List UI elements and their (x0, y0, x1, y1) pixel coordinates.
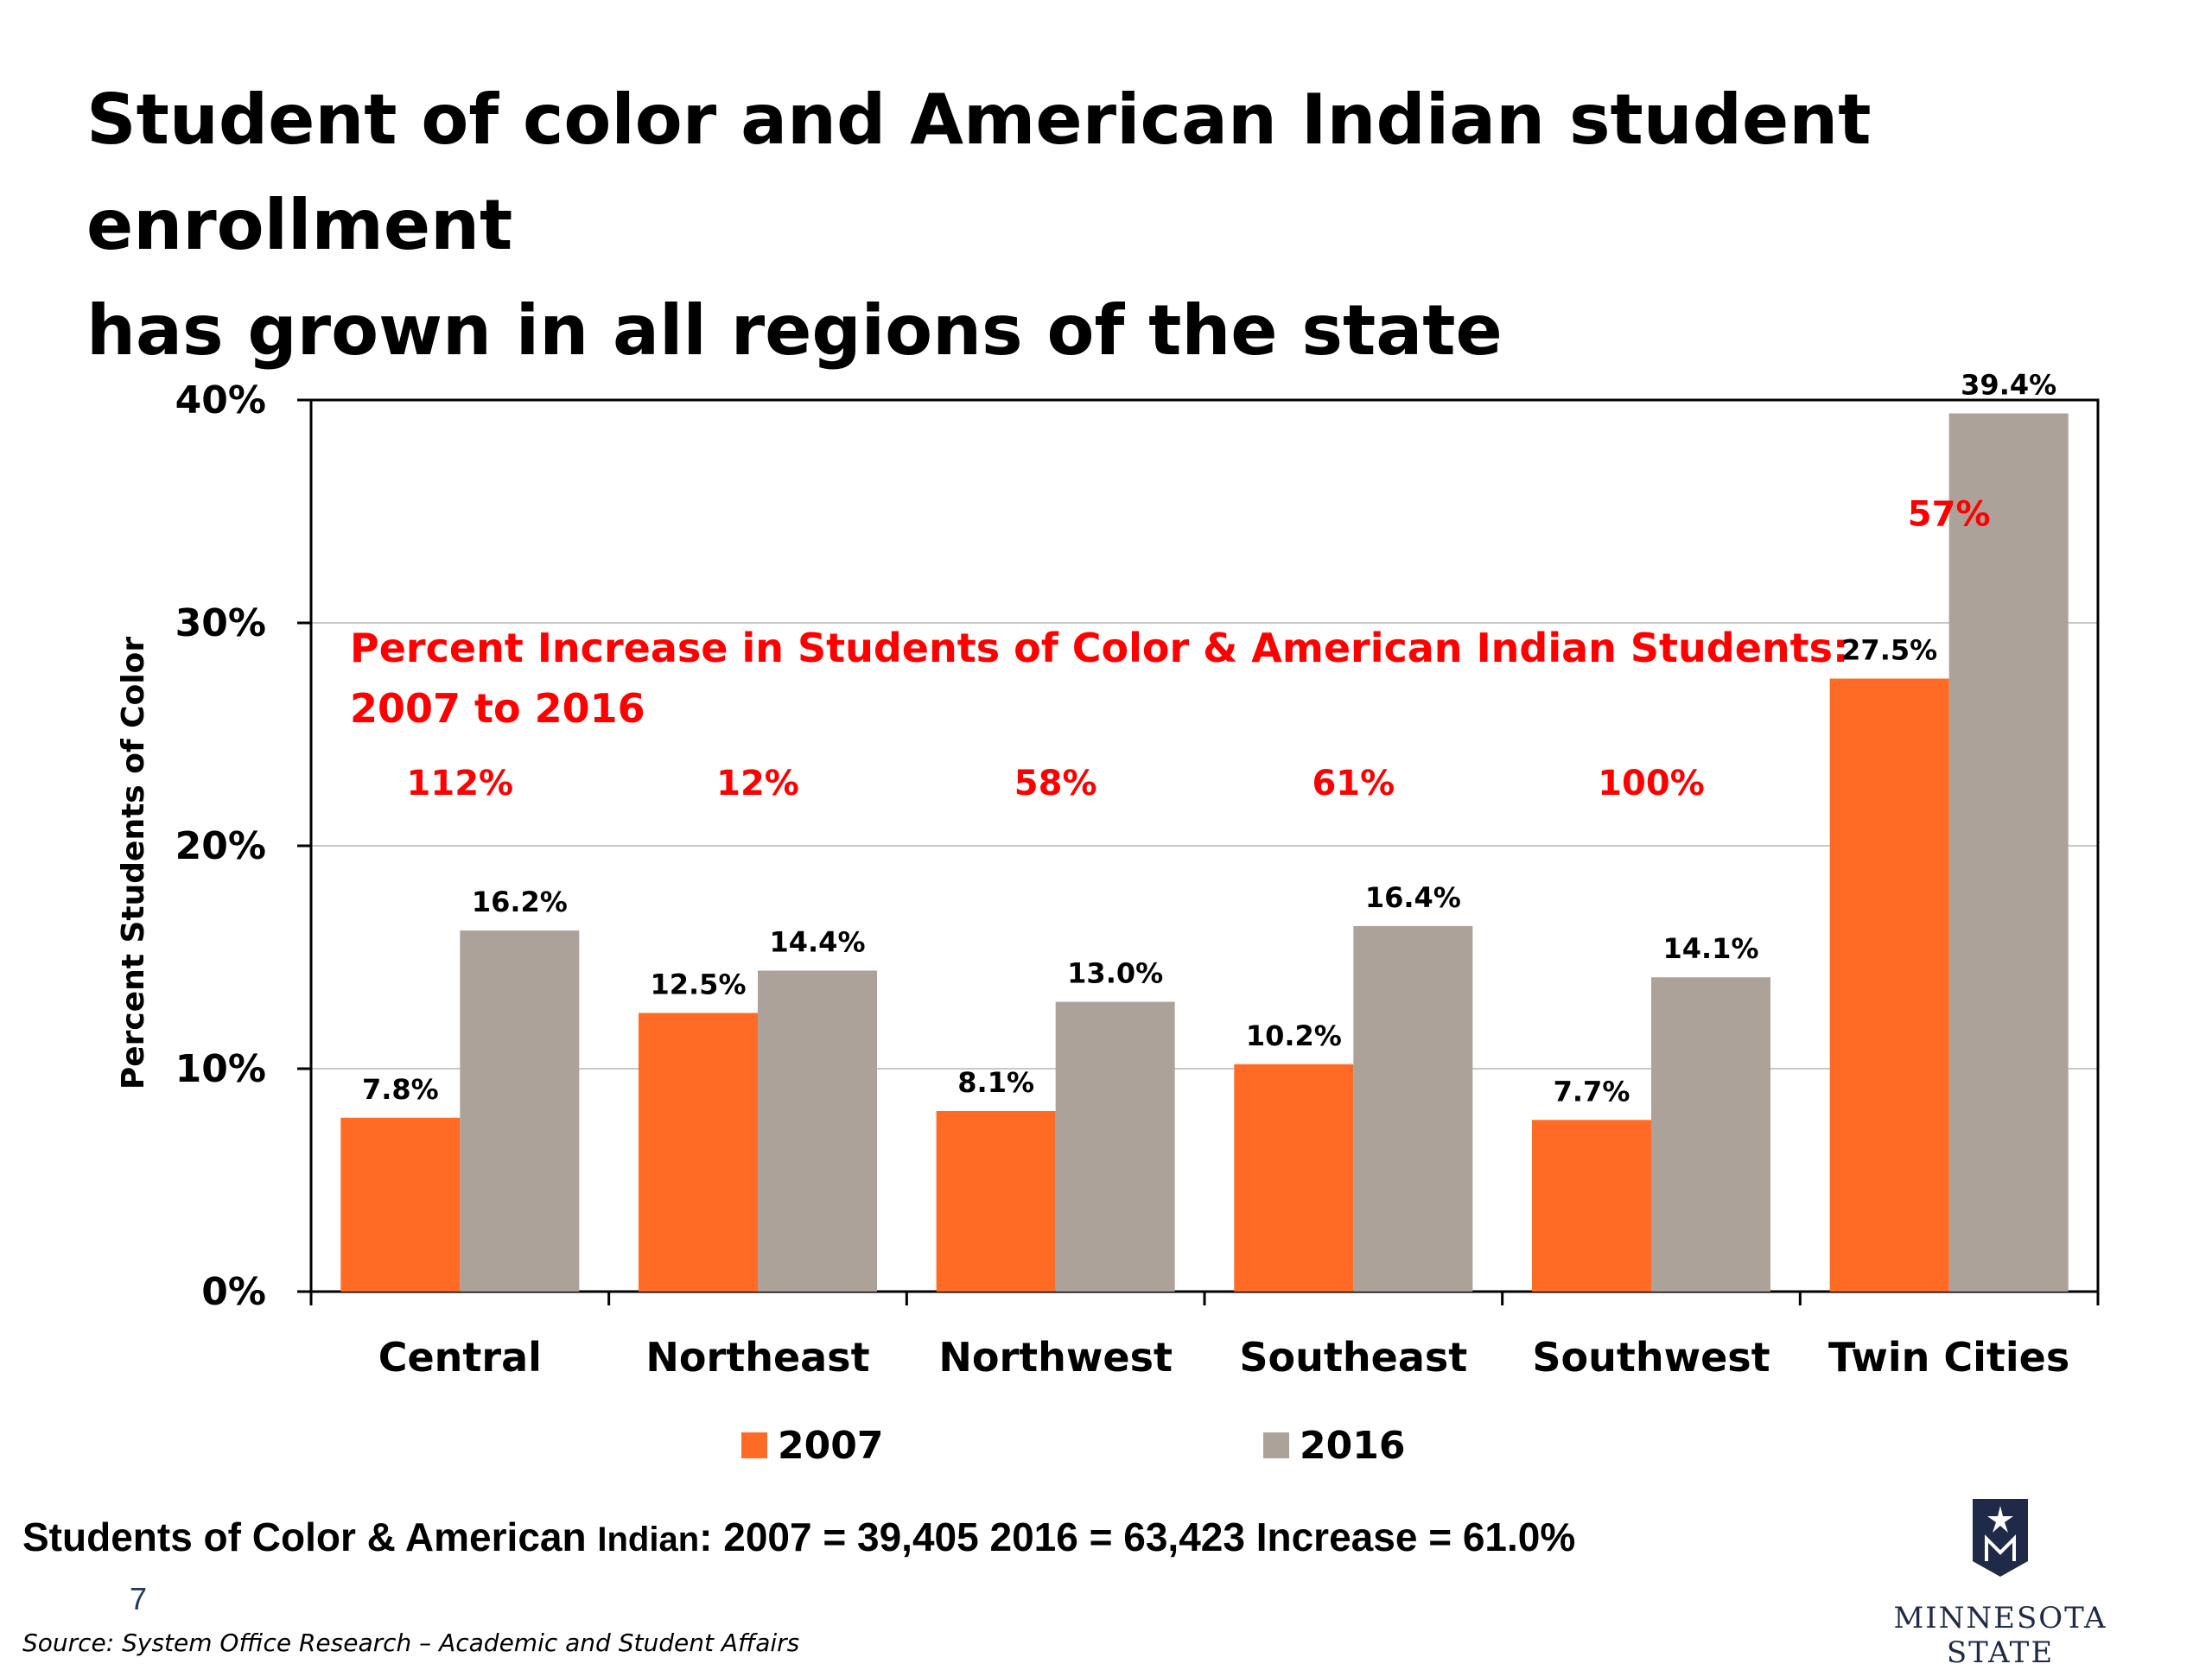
data-label: 16.2% (472, 886, 568, 918)
increase-label: 12% (716, 764, 799, 803)
data-label: 27.5% (1841, 634, 1937, 667)
bar-2016-southwest (1651, 977, 1770, 1292)
summary-text-values: : 2007 = 39,405 2016 = 63,423 Increase =… (699, 1514, 1576, 1559)
data-label: 12.5% (650, 968, 746, 1001)
data-label: 7.8% (362, 1073, 439, 1106)
bar-2016-southeast (1353, 925, 1473, 1292)
source-note: Source: System Office Research – Academi… (22, 1629, 800, 1657)
data-label: 14.1% (1662, 932, 1758, 965)
annotation-title-line-1: Percent Increase in Students of Color & … (350, 625, 1848, 671)
data-label: 16.4% (1365, 881, 1461, 914)
summary-text-main: Students of Color & American (22, 1514, 598, 1559)
increase-label: 100% (1598, 764, 1705, 803)
logo-text: MINNESOTA STATE (1893, 1601, 2107, 1670)
x-tick-label: Northeast (645, 1334, 869, 1381)
star-m-icon (1973, 1499, 2028, 1577)
y-tick-label: 30% (175, 601, 266, 645)
summary-text-small: Indian (597, 1521, 700, 1559)
increase-label: 58% (1014, 764, 1097, 803)
x-tick-label: Southwest (1532, 1334, 1770, 1381)
bar-2007-southwest (1532, 1120, 1651, 1292)
x-tick-label: Twin Cities (1828, 1334, 2069, 1381)
page-number: 7 (130, 1581, 148, 1616)
bar-2007-twin-cities (1829, 678, 1949, 1292)
minnesota-state-logo: MINNESOTA STATE (1858, 1499, 2143, 1670)
y-tick-label: 20% (175, 824, 266, 868)
data-label: 13.0% (1067, 957, 1163, 990)
increase-label: 112% (407, 764, 514, 803)
x-tick-label: Southeast (1239, 1334, 1467, 1381)
data-label: 39.4% (1961, 368, 2056, 401)
data-label: 10.2% (1246, 1019, 1342, 1052)
data-label: 14.4% (769, 925, 865, 958)
title-line-1: Student of color and American Indian stu… (86, 79, 1872, 265)
annotation-title-line-2: 2007 to 2016 (350, 685, 645, 732)
page-title: Student of color and American Indian stu… (86, 67, 2177, 384)
y-tick-label: 10% (175, 1047, 266, 1091)
data-label: 7.7% (1554, 1075, 1630, 1108)
bar-2007-central (340, 1117, 461, 1292)
title-line-2: has grown in all regions of the state (86, 290, 1503, 371)
enrollment-summary: Students of Color & American Indian: 200… (22, 1514, 1575, 1560)
increase-label: 61% (1312, 764, 1395, 803)
data-label: 8.1% (957, 1066, 1034, 1099)
x-tick-label: Northwest (938, 1334, 1173, 1381)
y-tick-label: 40% (175, 378, 266, 422)
x-tick-label: Central (378, 1334, 542, 1381)
bar-2016-central (460, 930, 580, 1292)
bar-2016-twin-cities (1948, 413, 2069, 1292)
bar-2007-southeast (1234, 1064, 1354, 1292)
legend-swatch (741, 1432, 767, 1458)
legend-swatch (1263, 1432, 1289, 1458)
y-tick-label: 0% (201, 1270, 266, 1314)
bar-2007-northwest (936, 1111, 1056, 1292)
legend-label: 2016 (1300, 1424, 1405, 1468)
bar-2007-northeast (639, 1013, 758, 1292)
increase-label: 57% (1908, 494, 1991, 534)
bar-chart: 0% 10% 20% 30% 40% Central Northeast Northwest S… (116, 368, 2100, 1468)
y-axis-label: Percent Students of Color (116, 637, 151, 1090)
bar-2016-northeast (758, 970, 877, 1292)
legend-label: 2007 (778, 1424, 883, 1468)
bar-2016-northwest (1055, 1001, 1175, 1292)
